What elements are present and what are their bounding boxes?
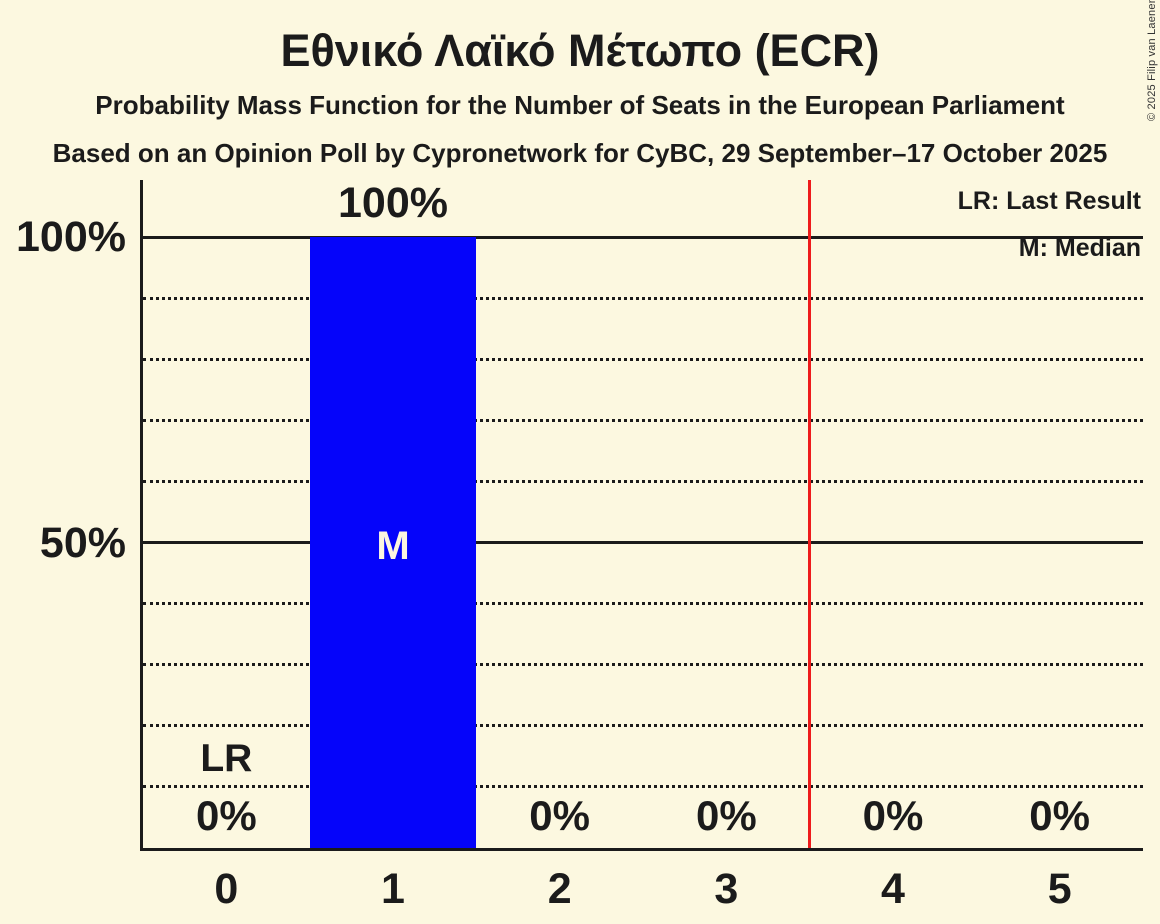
y-tick-label-50pct: 50% — [39, 518, 126, 567]
bar-seats-1 — [309, 237, 477, 848]
gridline-dotted-30pct — [143, 663, 1143, 667]
x-tick-label-4: 4 — [881, 865, 905, 913]
gridline-solid-100pct — [143, 235, 1143, 239]
bar-value-label-4: 0% — [862, 792, 924, 839]
page-title: Εθνικό Λαϊκό Μέτωπο (ECR) — [280, 25, 880, 76]
legend-last-result: LR: Last Result — [957, 187, 1141, 215]
x-tick-label-1: 1 — [381, 865, 405, 913]
gridline-dotted-20pct — [143, 724, 1143, 728]
gridline-dotted-90pct — [143, 296, 1143, 300]
last-result-marker: LR — [200, 737, 253, 780]
median-marker: M — [376, 524, 410, 568]
chart-source-line: Based on an Opinion Poll by Cypronetwork… — [52, 138, 1108, 168]
x-tick-label-5: 5 — [1047, 865, 1072, 913]
bar-value-label-0: 0% — [195, 792, 257, 839]
chart-subtitle: Probability Mass Function for the Number… — [95, 90, 1065, 120]
gridline-dotted-10pct — [143, 785, 1143, 789]
bar-value-label-5: 0% — [1029, 792, 1090, 839]
bar-value-label-3: 0% — [695, 792, 757, 839]
plot-area: LR: Last Result M: Median 0% 0 100% 1 0% 2 0% 3… — [140, 179, 1143, 911]
y-tick-label-100pct: 100% — [16, 213, 126, 261]
x-tick-label-2: 2 — [547, 865, 572, 913]
x-tick-label-3: 3 — [714, 865, 739, 913]
bar-value-label-2: 0% — [529, 792, 590, 839]
copyright-notice: © 2025 Filip van Laenen — [1146, 0, 1158, 121]
gridline-dotted-60pct — [143, 479, 1143, 483]
bar-value-label-1: 100% — [337, 179, 448, 227]
x-tick-label-0: 0 — [214, 865, 239, 913]
gridline-dotted-40pct — [143, 602, 1143, 606]
gridline-dotted-70pct — [143, 418, 1143, 422]
gridline-solid-50pct — [143, 541, 1143, 544]
gridline-dotted-80pct — [143, 357, 1143, 361]
legend-median: M: Median — [1018, 234, 1141, 262]
majority-threshold-line — [808, 180, 812, 848]
